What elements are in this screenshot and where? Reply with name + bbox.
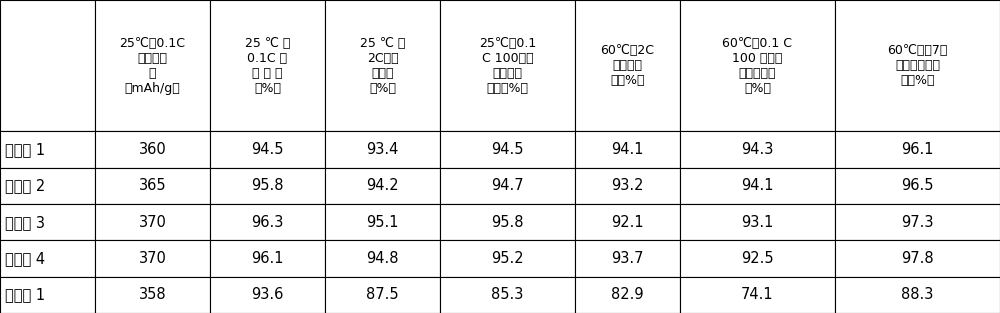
Bar — [210, 277, 325, 313]
Bar — [680, 168, 835, 204]
Bar — [575, 0, 680, 131]
Bar — [95, 277, 210, 313]
Text: 370: 370 — [139, 251, 166, 266]
Bar — [440, 168, 575, 204]
Text: 96.5: 96.5 — [901, 178, 934, 193]
Text: 92.5: 92.5 — [741, 251, 774, 266]
Bar — [325, 240, 440, 277]
Bar — [680, 0, 835, 131]
Text: 360: 360 — [139, 142, 166, 157]
Bar — [835, 131, 1000, 168]
Bar — [440, 240, 575, 277]
Bar — [680, 240, 835, 277]
Bar — [95, 0, 210, 131]
Text: 370: 370 — [139, 215, 166, 230]
Bar — [835, 204, 1000, 240]
Bar — [325, 204, 440, 240]
Text: 97.3: 97.3 — [901, 215, 934, 230]
Text: 96.1: 96.1 — [901, 142, 934, 157]
Bar — [0, 277, 95, 313]
Text: 25 ℃ ，
2C容量
保持率
（%）: 25 ℃ ， 2C容量 保持率 （%） — [360, 37, 405, 95]
Text: 95.2: 95.2 — [491, 251, 524, 266]
Text: 60℃，2C
容量保持
率（%）: 60℃，2C 容量保持 率（%） — [600, 44, 654, 87]
Text: 93.4: 93.4 — [366, 142, 399, 157]
Bar — [440, 131, 575, 168]
Bar — [680, 204, 835, 240]
Bar — [95, 131, 210, 168]
Bar — [680, 131, 835, 168]
Bar — [575, 168, 680, 204]
Bar — [210, 168, 325, 204]
Text: 94.1: 94.1 — [611, 142, 644, 157]
Text: 95.8: 95.8 — [491, 215, 524, 230]
Text: 87.5: 87.5 — [366, 287, 399, 302]
Text: 94.8: 94.8 — [366, 251, 399, 266]
Bar — [440, 277, 575, 313]
Bar — [575, 240, 680, 277]
Bar — [210, 0, 325, 131]
Bar — [575, 204, 680, 240]
Text: 60℃存储7天
后，容量保持
率（%）: 60℃存储7天 后，容量保持 率（%） — [887, 44, 948, 87]
Bar — [325, 0, 440, 131]
Bar — [210, 240, 325, 277]
Text: 95.1: 95.1 — [366, 215, 399, 230]
Text: 88.3: 88.3 — [901, 287, 934, 302]
Bar — [95, 240, 210, 277]
Text: 25℃，0.1C
首次比容
量
（mAh/g）: 25℃，0.1C 首次比容 量 （mAh/g） — [120, 37, 186, 95]
Text: 93.7: 93.7 — [611, 251, 644, 266]
Bar — [835, 277, 1000, 313]
Text: 96.1: 96.1 — [251, 251, 284, 266]
Bar — [210, 131, 325, 168]
Bar — [210, 204, 325, 240]
Bar — [95, 168, 210, 204]
Text: 94.7: 94.7 — [491, 178, 524, 193]
Bar — [575, 131, 680, 168]
Text: 60℃，0.1 C
100 次循环
容量保持率
（%）: 60℃，0.1 C 100 次循环 容量保持率 （%） — [722, 37, 792, 95]
Bar — [835, 0, 1000, 131]
Bar — [0, 240, 95, 277]
Bar — [575, 277, 680, 313]
Bar — [95, 204, 210, 240]
Bar — [440, 0, 575, 131]
Text: 365: 365 — [139, 178, 166, 193]
Bar — [440, 204, 575, 240]
Bar — [0, 204, 95, 240]
Text: 实施例 2: 实施例 2 — [5, 178, 45, 193]
Text: 82.9: 82.9 — [611, 287, 644, 302]
Text: 358: 358 — [139, 287, 166, 302]
Bar — [835, 168, 1000, 204]
Bar — [835, 240, 1000, 277]
Text: 94.1: 94.1 — [741, 178, 774, 193]
Bar — [325, 277, 440, 313]
Text: 96.3: 96.3 — [251, 215, 284, 230]
Text: 97.8: 97.8 — [901, 251, 934, 266]
Text: 实施例 3: 实施例 3 — [5, 215, 45, 230]
Bar — [0, 0, 95, 131]
Text: 实施例 4: 实施例 4 — [5, 251, 45, 266]
Text: 实施例 1: 实施例 1 — [5, 142, 45, 157]
Text: 93.1: 93.1 — [741, 215, 774, 230]
Text: 94.5: 94.5 — [491, 142, 524, 157]
Text: 94.5: 94.5 — [251, 142, 284, 157]
Text: 74.1: 74.1 — [741, 287, 774, 302]
Bar — [325, 168, 440, 204]
Text: 94.2: 94.2 — [366, 178, 399, 193]
Text: 25 ℃ ，
0.1C 首
次 效 率
（%）: 25 ℃ ， 0.1C 首 次 效 率 （%） — [245, 37, 290, 95]
Bar — [680, 277, 835, 313]
Bar — [0, 131, 95, 168]
Text: 85.3: 85.3 — [491, 287, 524, 302]
Text: 25℃，0.1
C 100次循
环容量保
持率（%）: 25℃，0.1 C 100次循 环容量保 持率（%） — [479, 37, 536, 95]
Text: 95.8: 95.8 — [251, 178, 284, 193]
Bar — [325, 131, 440, 168]
Text: 94.3: 94.3 — [741, 142, 774, 157]
Text: 对比例 1: 对比例 1 — [5, 287, 45, 302]
Text: 93.6: 93.6 — [251, 287, 284, 302]
Bar — [0, 168, 95, 204]
Text: 92.1: 92.1 — [611, 215, 644, 230]
Text: 93.2: 93.2 — [611, 178, 644, 193]
